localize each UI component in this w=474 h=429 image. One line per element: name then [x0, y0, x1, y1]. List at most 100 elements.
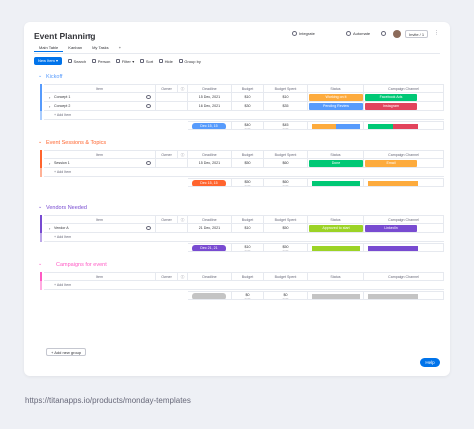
campaign-channel-cell[interactable]: Facebook Ads — [364, 93, 444, 102]
column-info-icon[interactable]: ⓘ — [178, 150, 188, 159]
add-item-row[interactable]: + Add Item — [34, 281, 444, 290]
table-row[interactable]: › Concept 2 16 Dec, 2021 $30 $35 Pending Revi… — [34, 102, 444, 111]
search-button[interactable]: Search — [68, 59, 86, 64]
status-cell[interactable]: Working on it — [308, 93, 364, 102]
add-new-group-button[interactable]: + Add new group — [46, 348, 87, 356]
column-header-budget[interactable]: Budget — [232, 84, 264, 93]
item-name-cell[interactable]: › Concept 2 — [44, 102, 156, 111]
column-header-owner[interactable]: Owner — [156, 215, 178, 224]
budget-cell[interactable]: $10 — [232, 93, 264, 102]
column-header-budget-spent[interactable]: Budget Spent — [264, 150, 308, 159]
column-header-owner[interactable]: Owner — [156, 150, 178, 159]
column-header-item[interactable]: Item — [44, 84, 156, 93]
column-info-icon[interactable]: ⓘ — [178, 272, 188, 281]
campaign-channel-cell[interactable]: Email — [364, 159, 444, 168]
column-header-owner[interactable]: Owner — [156, 272, 178, 281]
add-item-row[interactable]: + Add Item — [34, 111, 444, 120]
campaign-channel-cell[interactable]: Instagram — [364, 102, 444, 111]
owner-cell[interactable] — [156, 159, 188, 168]
column-header-budget[interactable]: Budget — [232, 150, 264, 159]
integrate-button[interactable]: Integrate — [292, 31, 315, 36]
owner-cell[interactable] — [156, 224, 188, 233]
tab-my-tasks[interactable]: My Tasks — [92, 45, 109, 50]
status-cell[interactable]: Approved to start — [308, 224, 364, 233]
item-name-cell[interactable]: › Session 1 — [44, 159, 156, 168]
add-item-input[interactable]: + Add Item — [44, 281, 444, 290]
column-header-budget[interactable]: Budget — [232, 272, 264, 281]
column-info-icon[interactable]: ⓘ — [178, 84, 188, 93]
avatar[interactable] — [393, 30, 401, 38]
expand-row-icon[interactable]: › — [49, 95, 51, 100]
budget-spent-cell[interactable]: $35 — [264, 102, 308, 111]
item-name-cell[interactable]: › Concept 1 — [44, 93, 156, 102]
chevron-down-icon[interactable]: ▾ — [88, 33, 92, 39]
column-header-campaign-channel[interactable]: Campaign Channel — [364, 272, 444, 281]
add-item-row[interactable]: + Add Item — [34, 233, 444, 242]
budget-cell[interactable]: $30 — [232, 102, 264, 111]
group-collapse-chevron-icon[interactable]: ⌄ — [38, 261, 43, 267]
status-cell[interactable]: Pending Review — [308, 102, 364, 111]
group-collapse-chevron-icon[interactable]: ⌄ — [38, 139, 43, 145]
hide-button[interactable]: Hide — [159, 59, 173, 64]
column-header-budget[interactable]: Budget — [232, 215, 264, 224]
group-title[interactable]: Kickoff — [46, 74, 63, 80]
new-item-button[interactable]: New Item ▾ — [34, 57, 63, 65]
group-collapse-chevron-icon[interactable]: ⌄ — [38, 73, 43, 79]
column-header-budget-spent[interactable]: Budget Spent — [264, 215, 308, 224]
column-header-campaign-channel[interactable]: Campaign Channel — [364, 150, 444, 159]
column-header-status[interactable]: Status — [308, 150, 364, 159]
tab-main-table[interactable]: Main Table — [34, 44, 64, 52]
column-header-deadline[interactable]: Deadline — [188, 272, 232, 281]
group-title[interactable]: Event Sessions & Topics — [46, 140, 107, 146]
group-title[interactable]: Campaigns for event — [56, 262, 107, 268]
help-button[interactable]: Help — [420, 358, 440, 367]
column-header-deadline[interactable]: Deadline — [188, 84, 232, 93]
invite-button[interactable]: Invite / 1 — [405, 30, 429, 38]
owner-cell[interactable] — [156, 102, 188, 111]
column-header-budget-spent[interactable]: Budget Spent — [264, 84, 308, 93]
deadline-cell[interactable]: 16 Dec, 2021 — [188, 102, 232, 111]
status-cell[interactable]: Done — [308, 159, 364, 168]
comment-icon[interactable] — [146, 95, 151, 99]
deadline-cell[interactable]: 15 Dec, 2021 — [188, 159, 232, 168]
budget-cell[interactable]: $10 — [232, 224, 264, 233]
budget-spent-cell[interactable]: $60 — [264, 159, 308, 168]
column-header-deadline[interactable]: Deadline — [188, 215, 232, 224]
column-header-deadline[interactable]: Deadline — [188, 150, 232, 159]
column-header-status[interactable]: Status — [308, 84, 364, 93]
table-row[interactable]: › Concept 1 15 Dec, 2021 $10 $10 Working on i… — [34, 93, 444, 102]
board-title[interactable]: Event Planning — [34, 31, 96, 41]
group-title[interactable]: Vendors Needed — [46, 205, 87, 211]
campaign-channel-cell[interactable]: LinkedIn — [364, 224, 444, 233]
chat-icon[interactable] — [381, 31, 386, 36]
table-row[interactable]: › Session 1 15 Dec, 2021 $50 $60 Done Email — [34, 159, 444, 168]
budget-cell[interactable]: $50 — [232, 159, 264, 168]
column-header-item[interactable]: Item — [44, 272, 156, 281]
add-view-button[interactable]: + — [118, 45, 122, 50]
column-header-status[interactable]: Status — [308, 272, 364, 281]
budget-spent-cell[interactable]: $50 — [264, 224, 308, 233]
expand-row-icon[interactable]: › — [49, 161, 51, 166]
comment-icon[interactable] — [146, 161, 151, 165]
expand-row-icon[interactable]: › — [49, 104, 51, 109]
budget-spent-cell[interactable]: $10 — [264, 93, 308, 102]
deadline-cell[interactable]: 21 Dec, 2021 — [188, 224, 232, 233]
deadline-cell[interactable]: 15 Dec, 2021 — [188, 93, 232, 102]
table-row[interactable]: › Vendor A 21 Dec, 2021 $10 $50 Approved to s… — [34, 224, 444, 233]
column-header-status[interactable]: Status — [308, 215, 364, 224]
group-collapse-chevron-icon[interactable]: ⌄ — [38, 204, 43, 210]
item-name-cell[interactable]: › Vendor A — [44, 224, 156, 233]
filter-button[interactable]: Filter ▾ — [116, 59, 134, 64]
column-header-item[interactable]: Item — [44, 215, 156, 224]
more-options-icon[interactable]: ⋮ — [434, 30, 439, 36]
column-header-campaign-channel[interactable]: Campaign Channel — [364, 84, 444, 93]
comment-icon[interactable] — [146, 104, 151, 108]
column-header-owner[interactable]: Owner — [156, 84, 178, 93]
column-header-item[interactable]: Item — [44, 150, 156, 159]
add-item-row[interactable]: + Add Item — [34, 168, 444, 177]
tab-kanban[interactable]: Kanban — [68, 45, 83, 50]
column-header-budget-spent[interactable]: Budget Spent — [264, 272, 308, 281]
comment-icon[interactable] — [146, 226, 151, 230]
column-info-icon[interactable]: ⓘ — [178, 215, 188, 224]
owner-cell[interactable] — [156, 93, 188, 102]
